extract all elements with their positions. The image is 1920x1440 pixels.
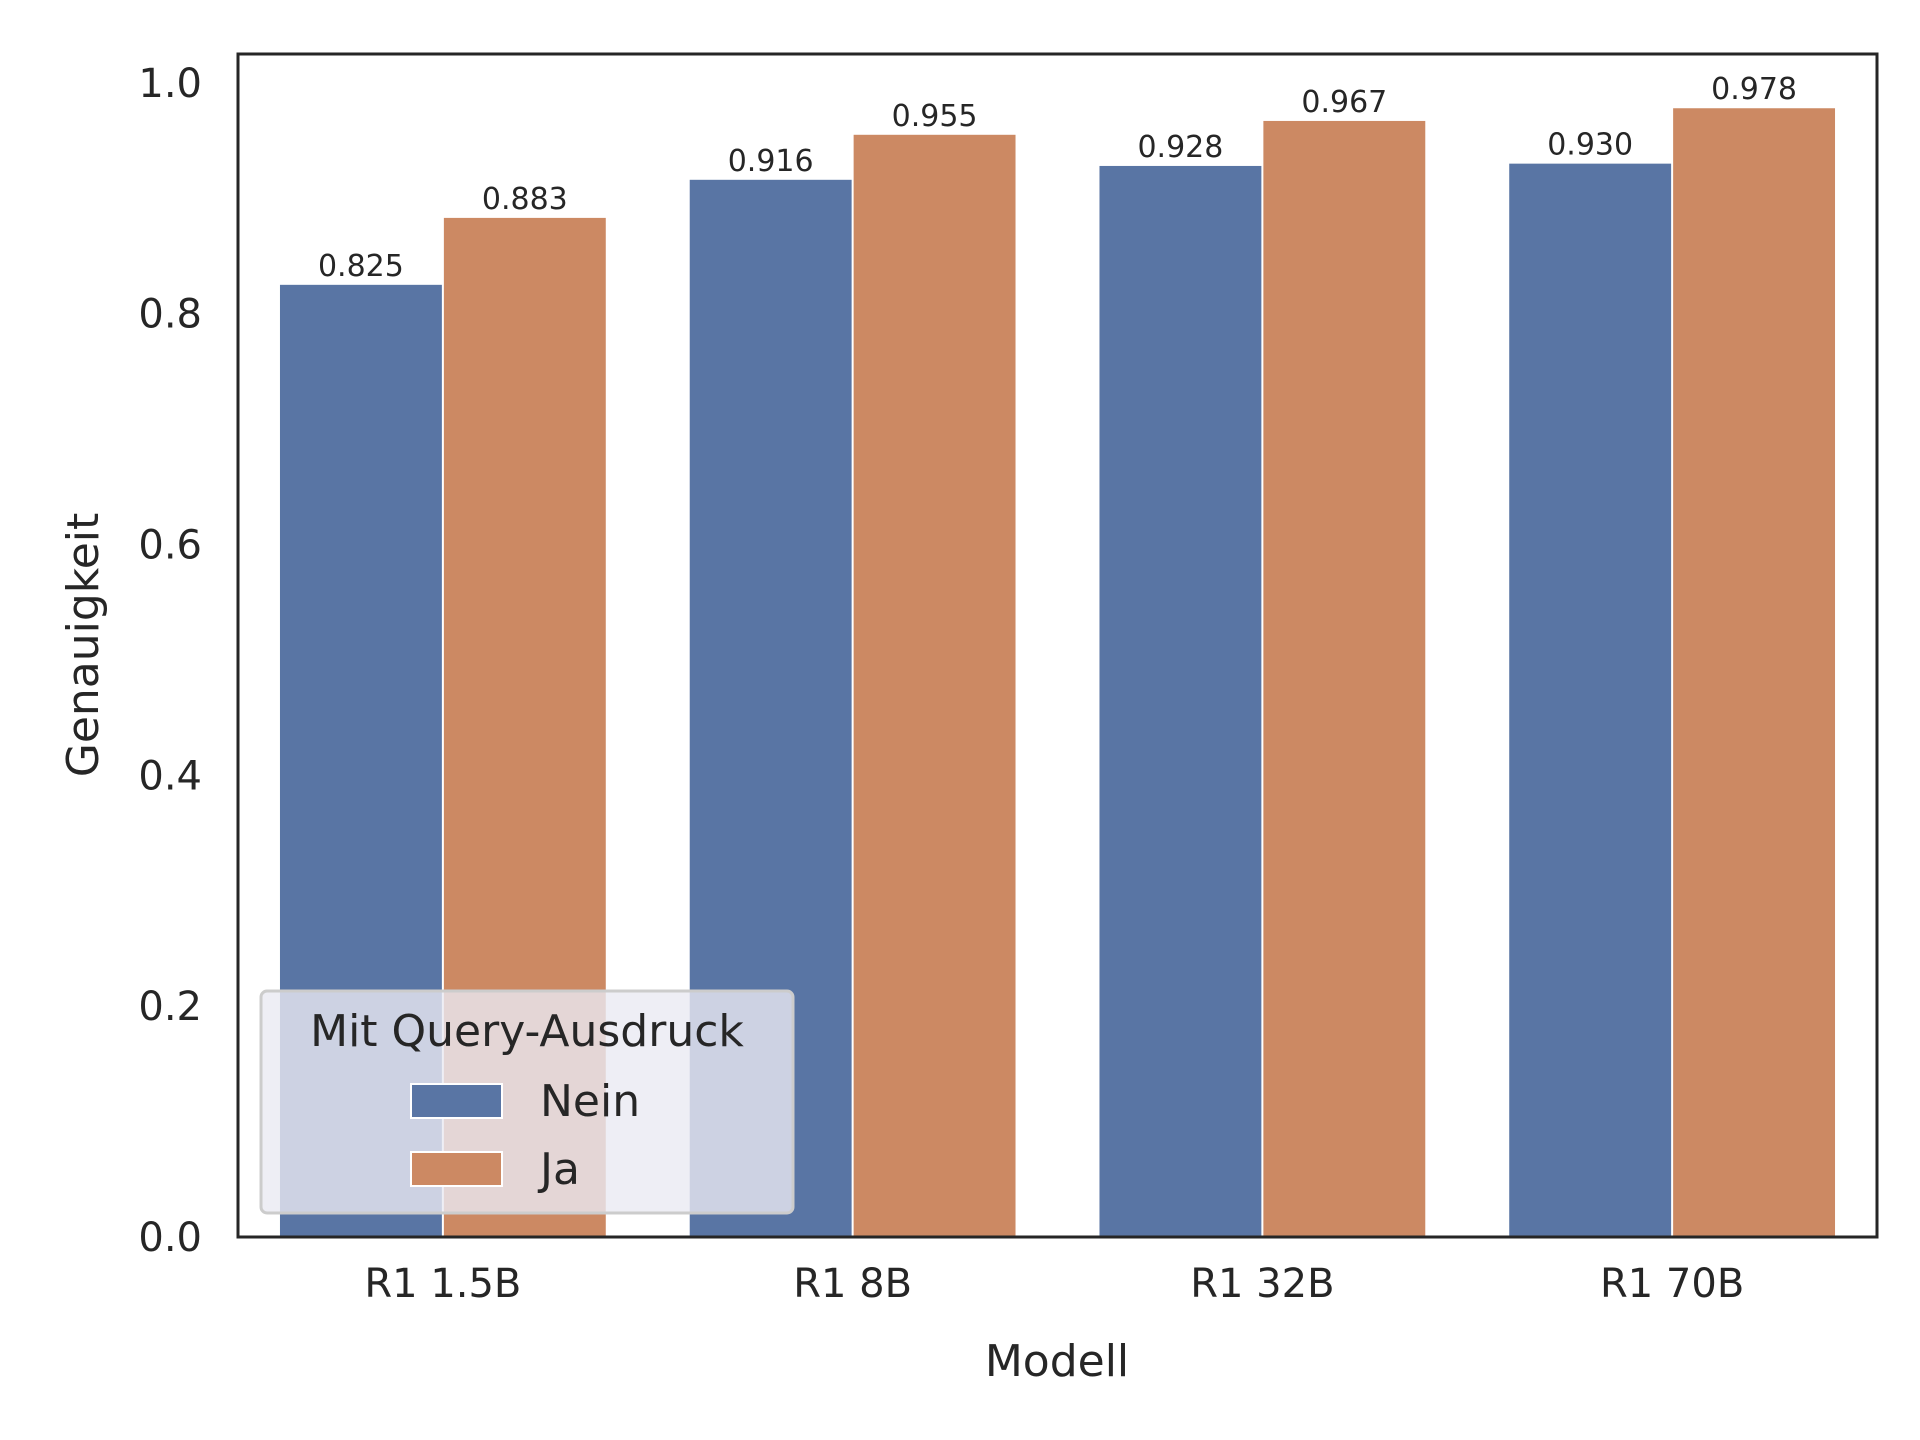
value-label: 0.916 [728, 144, 814, 179]
y-tick-label: 0.4 [138, 753, 202, 799]
value-label: 0.930 [1547, 128, 1633, 163]
legend-swatch-ja [410, 1151, 503, 1187]
y-tick-label: 0.2 [138, 984, 202, 1030]
value-label: 0.967 [1301, 85, 1387, 120]
value-label: 0.883 [482, 182, 568, 217]
y-tick-label: 0.8 [138, 292, 202, 338]
value-label: 0.825 [318, 249, 404, 284]
value-label: 0.978 [1711, 72, 1797, 107]
x-tick-label: R1 1.5B [364, 1261, 521, 1307]
y-axis-title: Genauigkeit [58, 513, 109, 778]
y-tick-label: 0.6 [138, 523, 202, 569]
legend-swatch-nein [410, 1083, 503, 1119]
legend-label-nein: Nein [540, 1076, 640, 1127]
legend-box [259, 989, 795, 1215]
plot-frame [236, 52, 1879, 1239]
bar-ja-4 [1673, 108, 1836, 1238]
y-tick-label: 0.0 [138, 1215, 202, 1261]
bar-ja-3 [1263, 120, 1426, 1238]
x-axis-title: Modell [985, 1336, 1129, 1387]
legend: Mit Query-Ausdruck Nein Ja [259, 989, 795, 1215]
bar-nein-3 [1099, 165, 1262, 1238]
bars-layer [279, 108, 1836, 1238]
x-axis: R1 1.5B R1 8B R1 32B R1 70B [364, 1261, 1744, 1307]
legend-title: Mit Query-Ausdruck [310, 1006, 744, 1057]
value-labels-layer: 0.825 0.883 0.916 0.955 0.928 0.967 0.930 0.978 [318, 72, 1797, 284]
x-tick-label: R1 32B [1190, 1261, 1334, 1307]
value-label: 0.928 [1137, 130, 1223, 165]
bar-ja-2 [853, 134, 1016, 1237]
bar-nein-4 [1509, 163, 1672, 1237]
x-tick-label: R1 8B [793, 1261, 912, 1307]
y-tick-label: 1.0 [138, 61, 202, 107]
x-tick-label: R1 70B [1600, 1261, 1744, 1307]
y-axis: 0.0 0.2 0.4 0.6 0.8 1.0 [138, 61, 202, 1261]
legend-label-ja: Ja [537, 1144, 580, 1195]
value-label: 0.955 [892, 99, 978, 134]
